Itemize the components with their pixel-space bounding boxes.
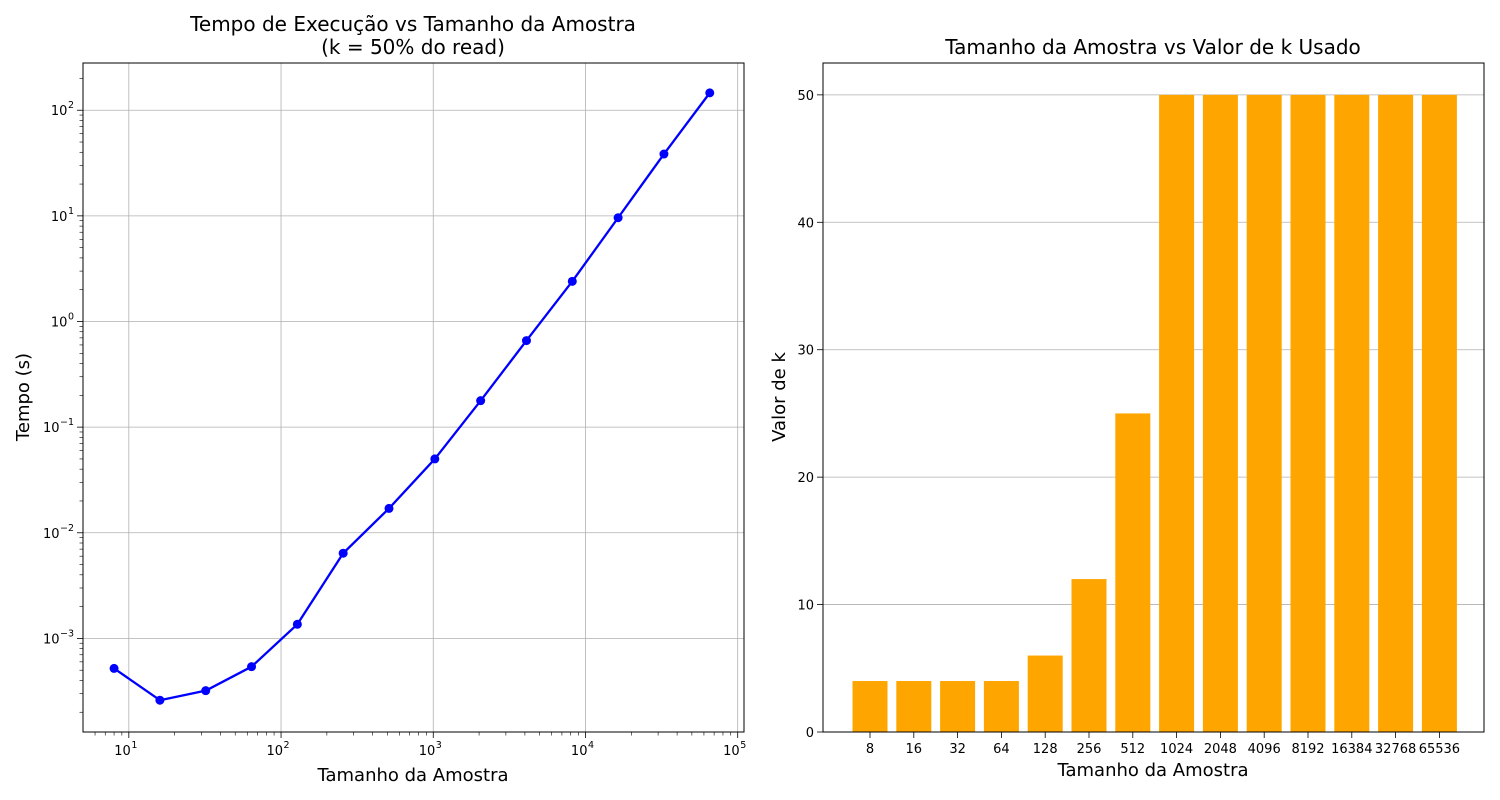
- left-data-point: [247, 662, 257, 672]
- right-y-ticks: 0 10 20 30 40 50: [797, 89, 823, 741]
- right-y-tick-label: 50: [797, 89, 814, 104]
- bar-65536: [1421, 94, 1457, 733]
- left-x-tick-label: 102: [266, 740, 289, 759]
- right-plot-frame: [822, 62, 1485, 733]
- right-x-axis-label: Tamanho da Amostra: [1056, 760, 1248, 781]
- right-x-tick-label: 32768: [1375, 742, 1416, 757]
- left-y-tick-label: 10−1: [43, 417, 74, 436]
- bar-512: [1115, 413, 1151, 732]
- left-x-tick-label: 101: [114, 740, 137, 759]
- left-y-tick-label: 101: [51, 206, 74, 225]
- left-data-point: [384, 503, 394, 513]
- bar-4096: [1246, 94, 1282, 733]
- right-x-tick-label: 128: [1033, 742, 1058, 757]
- left-data-point: [430, 454, 440, 464]
- right-y-tick-label: 30: [797, 344, 814, 359]
- right-chart-title: Tamanho da Amostra vs Valor de k Usado: [944, 35, 1361, 59]
- right-x-tick-label: 32: [949, 742, 966, 757]
- bar-32: [940, 681, 976, 732]
- bar-128: [1027, 655, 1063, 732]
- bar-16: [896, 681, 932, 732]
- left-x-axis-label: Tamanho da Amostra: [316, 765, 508, 786]
- left-data-point: [476, 396, 486, 406]
- right-y-tick-label: 10: [797, 599, 814, 614]
- left-x-tick-label: 104: [571, 740, 594, 759]
- right-x-tick-label: 65536: [1419, 742, 1460, 757]
- bar-1024: [1159, 94, 1195, 733]
- left-y-ticks: 10−3 10−2 10−1 100 101 102: [43, 78, 83, 713]
- bar-2048: [1202, 94, 1238, 733]
- execution-time-chart: Tempo de Execução vs Tamanho da Amostra …: [13, 12, 746, 786]
- left-data-point: [292, 619, 302, 629]
- right-y-tick-label: 40: [797, 216, 814, 231]
- right-bars: [852, 94, 1457, 733]
- left-series: [109, 88, 715, 705]
- left-data-point: [705, 88, 715, 98]
- left-series-line: [113, 92, 711, 702]
- left-plot-frame: [82, 62, 745, 733]
- right-y-tick-label: 20: [797, 471, 814, 486]
- left-data-point: [613, 213, 623, 223]
- right-x-ticks: 8 16 32 64 128 256 512 1024 2048 4096 8192 16384 327…: [866, 732, 1460, 757]
- right-x-tick-label: 16: [906, 742, 923, 757]
- left-x-tick-label: 105: [723, 740, 746, 759]
- left-data-point: [201, 686, 211, 696]
- right-x-tick-label: 1024: [1160, 742, 1193, 757]
- left-x-ticks: 101 102 103 104 105: [94, 732, 746, 759]
- left-chart-title-line-2: (k = 50% do read): [321, 35, 505, 59]
- right-x-tick-label: 4096: [1248, 742, 1281, 757]
- right-x-tick-label: 16384: [1331, 742, 1372, 757]
- bar-64: [983, 681, 1019, 732]
- left-y-tick-label: 102: [51, 100, 74, 119]
- left-y-tick-label: 100: [51, 312, 74, 331]
- left-data-point: [659, 149, 669, 159]
- right-x-tick-label: 64: [993, 742, 1010, 757]
- left-data-point: [109, 663, 119, 673]
- right-y-tick-label: 0: [806, 726, 814, 741]
- right-x-tick-label: 512: [1120, 742, 1145, 757]
- left-y-tick-label: 10−2: [43, 523, 74, 542]
- left-y-axis-label: Tempo (s): [13, 353, 34, 442]
- bar-8: [852, 681, 888, 732]
- right-x-tick-label: 256: [1077, 742, 1102, 757]
- right-x-tick-label: 8192: [1291, 742, 1324, 757]
- k-value-chart: Tamanho da Amostra vs Valor de k Usado 8…: [769, 35, 1485, 781]
- bar-32768: [1378, 94, 1414, 733]
- left-y-tick-label: 10−3: [43, 628, 74, 647]
- left-data-point: [155, 695, 165, 705]
- left-data-point: [338, 548, 348, 558]
- bar-256: [1071, 579, 1107, 732]
- right-x-tick-label: 8: [866, 742, 874, 757]
- bar-8192: [1290, 94, 1326, 733]
- left-chart-title-line-1: Tempo de Execução vs Tamanho da Amostra: [189, 12, 636, 36]
- left-x-tick-label: 103: [419, 740, 442, 759]
- left-data-point: [567, 276, 577, 286]
- left-grid: [83, 63, 744, 732]
- right-y-axis-label: Valor de k: [769, 352, 790, 442]
- bar-16384: [1334, 94, 1370, 733]
- left-data-point: [521, 336, 531, 346]
- right-x-tick-label: 2048: [1204, 742, 1237, 757]
